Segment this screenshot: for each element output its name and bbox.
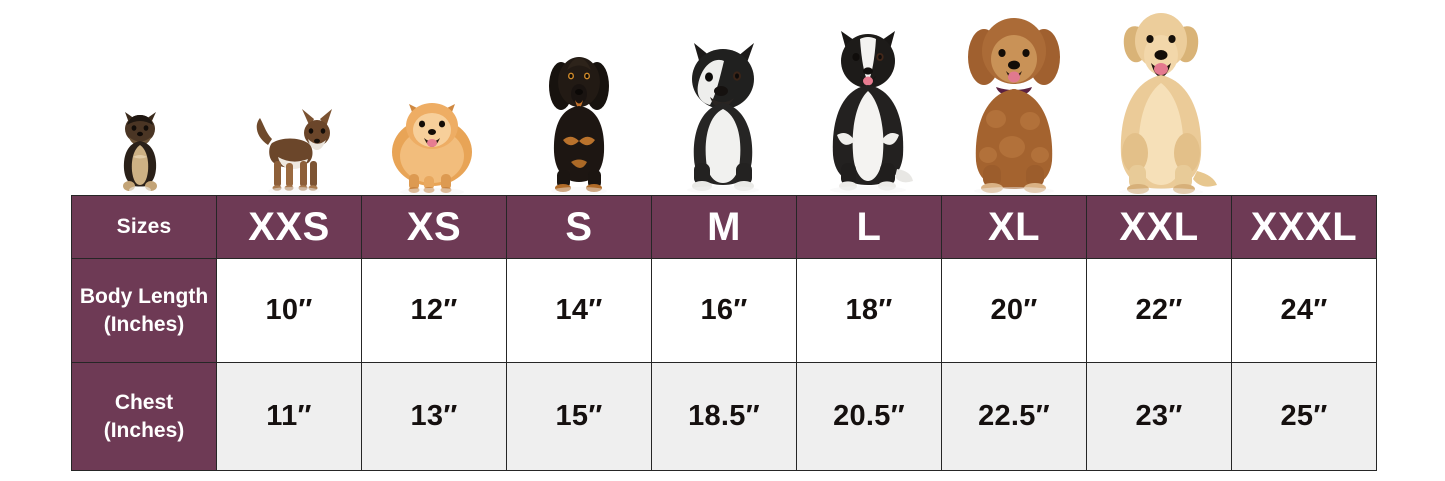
dog-labrador-retriever-icon [1099, 3, 1223, 195]
cell-chest-s: 15″ [506, 362, 652, 471]
dog-border-collie-icon [813, 23, 925, 195]
dog-pomeranian-icon [385, 90, 479, 195]
cell-chest-m: 18.5″ [651, 362, 797, 471]
header-size-xxs: XXS [216, 195, 362, 259]
dog-cell-m [506, 0, 651, 195]
cell-body-length-l: 18″ [796, 258, 942, 363]
cell-chest-xs: 13″ [361, 362, 507, 471]
dog-illustration-strip [71, 0, 1377, 195]
dog-cell-xl [796, 0, 941, 195]
table-row-chest: Chest (Inches) 11″ 13″ 15″ 18.5″ 20.5″ 2… [71, 362, 1377, 471]
cell-chest-xl: 22.5″ [941, 362, 1087, 471]
cell-chest-xxs: 11″ [216, 362, 362, 471]
cell-chest-l: 20.5″ [796, 362, 942, 471]
dog-cell-l [651, 0, 796, 195]
header-sizes-label: Sizes [71, 195, 217, 259]
dog-cell-xxxl [1086, 0, 1231, 195]
cell-body-length-xxxl: 24″ [1231, 258, 1377, 363]
dog-cell-s [361, 0, 506, 195]
cell-body-length-s: 14″ [506, 258, 652, 363]
cell-chest-xxxl: 25″ [1231, 362, 1377, 471]
row-label-chest: Chest (Inches) [71, 362, 217, 471]
dog-cell-xs [216, 0, 361, 195]
header-size-xl: XL [941, 195, 1087, 259]
cell-body-length-xs: 12″ [361, 258, 507, 363]
dog-french-bulldog-icon [668, 35, 780, 195]
row-label-chest-line2: (Inches) [103, 418, 185, 442]
row-label-body-length-line2: (Inches) [103, 312, 185, 336]
dog-yorkshire-terrier-icon [109, 107, 171, 195]
dog-size-chart-table: Sizes XXS XS S M L XL XXL XXXL Body Leng… [71, 195, 1377, 471]
row-label-body-length: Body Length (Inches) [71, 258, 217, 363]
table-row-body-length: Body Length (Inches) 10″ 12″ 14″ 16″ 18″… [71, 258, 1377, 363]
row-label-body-length-line1: Body Length [79, 284, 209, 308]
table-header-row: Sizes XXS XS S M L XL XXL XXXL [71, 195, 1377, 259]
dog-goldendoodle-icon [956, 9, 1072, 195]
header-size-xxl: XXL [1086, 195, 1232, 259]
header-size-xs: XS [361, 195, 507, 259]
dog-dachshund-icon [533, 50, 625, 195]
header-size-s: S [506, 195, 652, 259]
header-size-m: M [651, 195, 797, 259]
row-label-chest-line1: Chest [114, 390, 174, 414]
cell-body-length-m: 16″ [651, 258, 797, 363]
dog-cell-xxl [941, 0, 1086, 195]
header-size-l: L [796, 195, 942, 259]
cell-body-length-xxl: 22″ [1086, 258, 1232, 363]
cell-chest-xxl: 23″ [1086, 362, 1232, 471]
header-size-xxxl: XXXL [1231, 195, 1377, 259]
dog-cell-xxs [71, 0, 216, 195]
dog-chihuahua-icon [248, 99, 334, 195]
cell-body-length-xxs: 10″ [216, 258, 362, 363]
cell-body-length-xl: 20″ [941, 258, 1087, 363]
